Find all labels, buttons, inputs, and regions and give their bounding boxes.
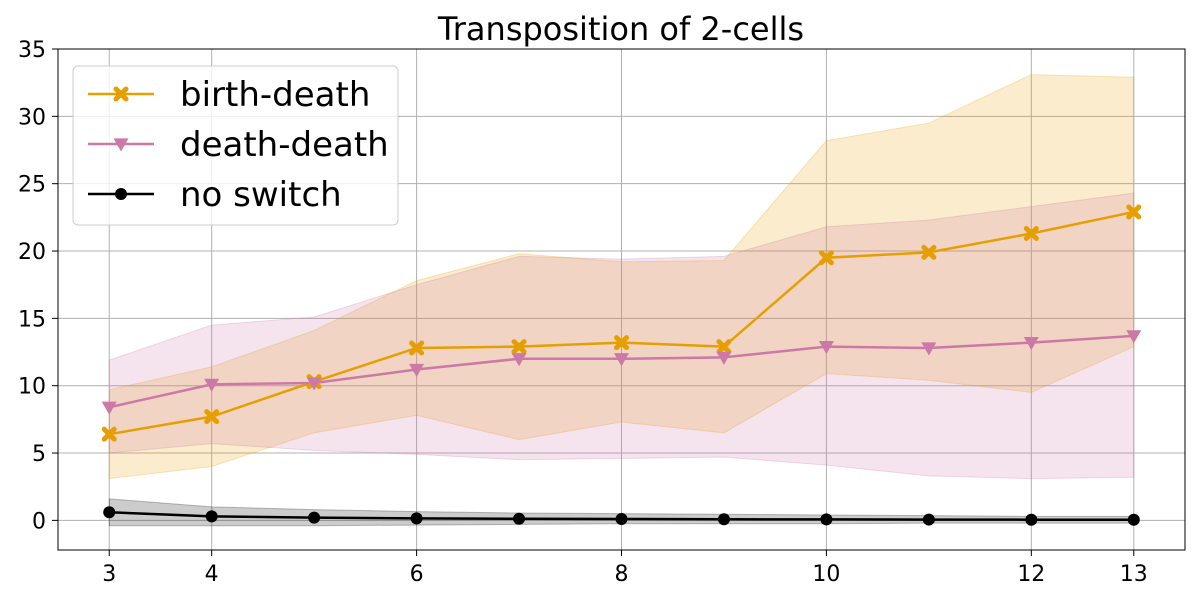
marker-stroke xyxy=(101,426,117,442)
marker-stroke xyxy=(409,340,425,356)
y-tick-label: 15 xyxy=(18,307,46,332)
data-point xyxy=(511,339,527,355)
data-point xyxy=(1023,336,1039,351)
data-point xyxy=(409,363,425,378)
data-point xyxy=(921,244,937,260)
y-tick-label: 10 xyxy=(18,375,46,400)
marker-stroke xyxy=(716,339,732,355)
y-tick-label: 0 xyxy=(32,509,46,534)
marker-stroke xyxy=(818,250,834,266)
y-tick-label: 25 xyxy=(18,173,46,198)
legend-label: no switch xyxy=(180,175,342,215)
x-tick-label: 3 xyxy=(102,562,116,587)
data-point xyxy=(511,353,527,367)
x-tick-label: 8 xyxy=(615,562,629,587)
data-point xyxy=(716,351,732,365)
marker-stroke xyxy=(204,409,220,425)
y-tick-label: 5 xyxy=(32,442,46,467)
data-point xyxy=(103,506,116,519)
data-point xyxy=(204,409,220,425)
series-markers xyxy=(101,204,1142,526)
grid-lines xyxy=(58,48,1185,550)
data-point xyxy=(1127,513,1140,526)
y-tick-label: 30 xyxy=(18,105,46,130)
data-point xyxy=(614,353,629,367)
marker-stroke xyxy=(1126,204,1142,220)
x-tick-label: 10 xyxy=(812,562,840,587)
x-tick-label: 4 xyxy=(205,562,219,587)
data-point xyxy=(205,510,218,523)
data-point xyxy=(818,341,834,355)
legend: birth-death death-death no switch xyxy=(72,65,399,226)
x-tick-label: 13 xyxy=(1120,562,1148,587)
marker-stroke xyxy=(511,339,527,355)
data-point xyxy=(409,340,425,356)
legend-label: birth-death xyxy=(180,75,370,115)
x-tick-label: 12 xyxy=(1017,562,1045,587)
marker-stroke xyxy=(1023,226,1039,242)
data-point xyxy=(513,512,526,525)
confidence-band xyxy=(108,192,1135,480)
chart-title: Transposition of 2-cells xyxy=(437,10,804,48)
x-tick-label: 6 xyxy=(410,562,424,587)
y-tick-label: 35 xyxy=(18,38,46,63)
axis-ticks: 3 4 6 8 10 12 13 0 5 10 15 20 25 30 35 xyxy=(18,38,1148,587)
data-point xyxy=(614,335,629,351)
data-point xyxy=(820,513,833,526)
data-point xyxy=(921,342,937,356)
legend-marker xyxy=(113,86,129,102)
data-point xyxy=(716,339,732,355)
legend-marker xyxy=(115,188,127,200)
marker-stroke xyxy=(113,86,129,102)
data-point xyxy=(922,513,935,526)
marker-stroke xyxy=(614,335,629,351)
data-point xyxy=(717,513,730,526)
data-point xyxy=(1126,204,1142,220)
data-point xyxy=(1025,513,1038,526)
marker-stroke xyxy=(921,244,937,260)
data-point xyxy=(1126,330,1142,344)
confidence-band xyxy=(108,74,1135,480)
data-point xyxy=(101,426,117,442)
data-point xyxy=(1023,226,1039,242)
y-tick-label: 20 xyxy=(18,240,46,265)
data-point xyxy=(615,513,628,526)
data-point xyxy=(818,250,834,266)
data-point xyxy=(204,378,220,392)
data-point xyxy=(101,401,117,415)
legend-label: death-death xyxy=(180,125,389,165)
legend-marker xyxy=(113,138,129,152)
data-point xyxy=(306,377,322,391)
legend-box xyxy=(72,65,399,226)
data-point xyxy=(308,511,321,524)
data-point xyxy=(410,512,423,525)
